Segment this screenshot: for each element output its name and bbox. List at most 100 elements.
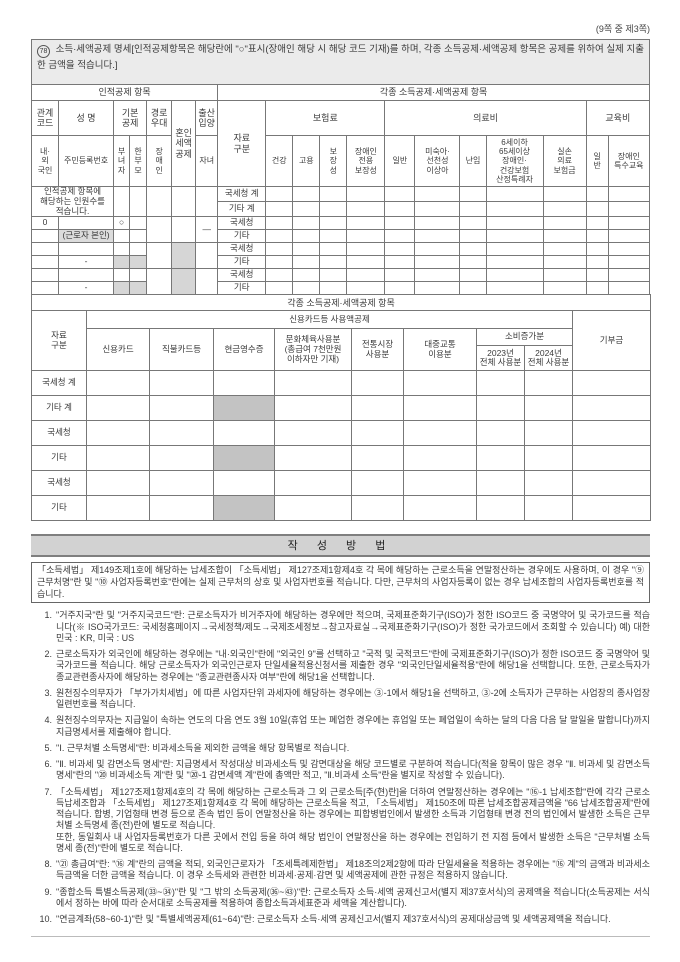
instructions-title: 작 성 방 법 [31, 534, 650, 558]
amount-cell [149, 420, 214, 447]
item-text: 「소득세법」 제127조제1항제4호의 각 목에 해당하는 근로소득과 그 외 … [56, 786, 650, 853]
item-number: 2. [44, 649, 52, 660]
amount-cell [414, 201, 461, 218]
amount-cell [265, 216, 294, 231]
amount-cell [524, 445, 573, 472]
amount-cell [571, 470, 652, 497]
input-cell [30, 281, 60, 296]
blocked-cell [129, 255, 148, 270]
amount-cell [542, 281, 587, 296]
header-various-deduction-2: 각종 소득공제·세액공제 항목 [30, 294, 652, 312]
amount-cell [476, 495, 525, 522]
header-personal-deduction: 인적공제 항목 [30, 84, 219, 101]
amount-cell [351, 395, 404, 422]
amount-cell [459, 216, 487, 231]
input-cell [30, 255, 60, 270]
blocked-cell [113, 281, 131, 296]
col-med-indemnity: 실손 의료 보험금 [542, 135, 587, 187]
amount-cell [403, 445, 477, 472]
blocked-cell [171, 242, 197, 270]
amount-cell [319, 242, 348, 257]
amount-cell [571, 495, 652, 522]
row-label-nts: 국세청 [217, 242, 267, 257]
amount-cell [542, 268, 587, 283]
col-traditional-market: 전통시장 사용분 [351, 328, 404, 372]
col-credit-card-deduction: 신용카드등 사용액공제 [86, 310, 573, 330]
worker-self-label: (근로자 본인) [58, 229, 115, 244]
table-row: 0 ○ — 국세청 [30, 216, 651, 244]
amount-cell [351, 445, 404, 472]
table-row: 기타 [31, 445, 652, 472]
amount-cell [319, 281, 348, 296]
blocked-cell [213, 495, 275, 522]
amount-cell [403, 470, 477, 497]
col-public-transit: 대중교통 이용분 [403, 328, 477, 372]
col-medical: 의료비 [384, 100, 587, 136]
row-label-nts-total: 국세청 계 [217, 185, 267, 203]
child-mark: — [195, 216, 219, 244]
row-label-nts: 국세청 [217, 216, 267, 231]
amount-cell [274, 395, 352, 422]
row-label-etc: 기타 [31, 445, 87, 472]
amount-cell [607, 281, 651, 296]
col-child: 자녀 [195, 135, 219, 187]
item-text: "거주지국"란 및 "거주지국코드"란: 근로소득자가 비거주자에 해당하는 경… [56, 610, 650, 643]
item-number: 6. [44, 759, 52, 770]
input-cell [129, 216, 148, 231]
input-cell [113, 229, 131, 244]
section-title-cell: 78 소득·세액공제 명세[인적공제항목은 해당란에 "○"표시(장애인 해당 … [31, 39, 650, 85]
amount-cell [585, 216, 609, 231]
table-row: - 기타 [30, 281, 651, 296]
table-row: 2023년 전체 사용분 2024년 전체 사용분 [32, 345, 651, 372]
amount-cell [86, 470, 150, 497]
item-number: 4. [44, 715, 52, 726]
amount-cell [86, 395, 150, 422]
instruction-item: 5. "Ⅰ. 근무처별 소득명세"란: 비과세소득을 제외한 금액을 해당 항목… [31, 743, 650, 754]
instruction-item: 4. 원천징수의무자는 지급일이 속하는 연도의 다음 연도 3월 10일(휴업… [31, 715, 650, 738]
amount-cell [403, 395, 477, 422]
amount-cell [607, 185, 651, 203]
amount-cell [585, 201, 609, 218]
blocked-cell [213, 395, 275, 422]
page-indicator: (9쪽 중 제3쪽) [595, 24, 650, 34]
amount-cell [384, 216, 416, 231]
item-number: 5. [44, 742, 52, 753]
amount-cell [607, 255, 651, 270]
col-name: 성 명 [58, 100, 115, 136]
col-disabled: 장 애 인 [146, 135, 173, 187]
amount-cell [384, 201, 416, 218]
table-row: 78 소득·세액공제 명세[인적공제항목은 해당란에 "○"표시(장애인 해당 … [31, 39, 650, 85]
amount-cell [265, 201, 294, 218]
name-cell [58, 242, 115, 257]
col-culture-sports: 문화체육사용분 (총급여 7천만원 이하자만 기재) [274, 328, 352, 372]
col-edu-disabled: 장애인 특수교육 [607, 135, 651, 187]
item-text: "Ⅱ. 비과세 및 감면소득 명세"란: 지급명세서 작성대상 비과세소득 및 … [56, 759, 650, 781]
amount-cell [351, 370, 404, 397]
amount-cell [292, 201, 321, 218]
row-label-nts: 국세청 [31, 420, 87, 447]
item-text: "연금계좌(58~60-1)"란 및 "특별세액공제(61~64)"란: 근로소… [56, 914, 611, 925]
amount-cell [585, 229, 609, 244]
amount-cell [149, 495, 214, 522]
amount-cell [149, 470, 214, 497]
amount-cell [459, 281, 487, 296]
col-edu-general: 일 반 [585, 135, 609, 187]
amount-cell [414, 242, 461, 257]
amount-cell [346, 281, 386, 296]
item-number: 7. [44, 786, 52, 797]
col-donation: 기부금 [571, 310, 652, 372]
amount-cell [274, 495, 352, 522]
blocked-cell [171, 268, 197, 296]
col-ins-health: 건강 [265, 135, 294, 187]
amount-cell [149, 445, 214, 472]
table-row: - 기타 [30, 255, 651, 270]
amount-cell [403, 370, 477, 397]
table-row: 국세청 [30, 268, 651, 296]
table-row: 국세청 [30, 242, 651, 270]
amount-cell [414, 229, 461, 244]
amount-cell [149, 395, 214, 422]
col-debit-card: 직불카드등 [149, 328, 214, 372]
amount-cell [414, 185, 461, 203]
instruction-item: 2. 근로소득자가 외국인에 해당하는 경우에는 "내·외국인"란에 "외국인 … [31, 649, 650, 683]
amount-cell [351, 495, 404, 522]
